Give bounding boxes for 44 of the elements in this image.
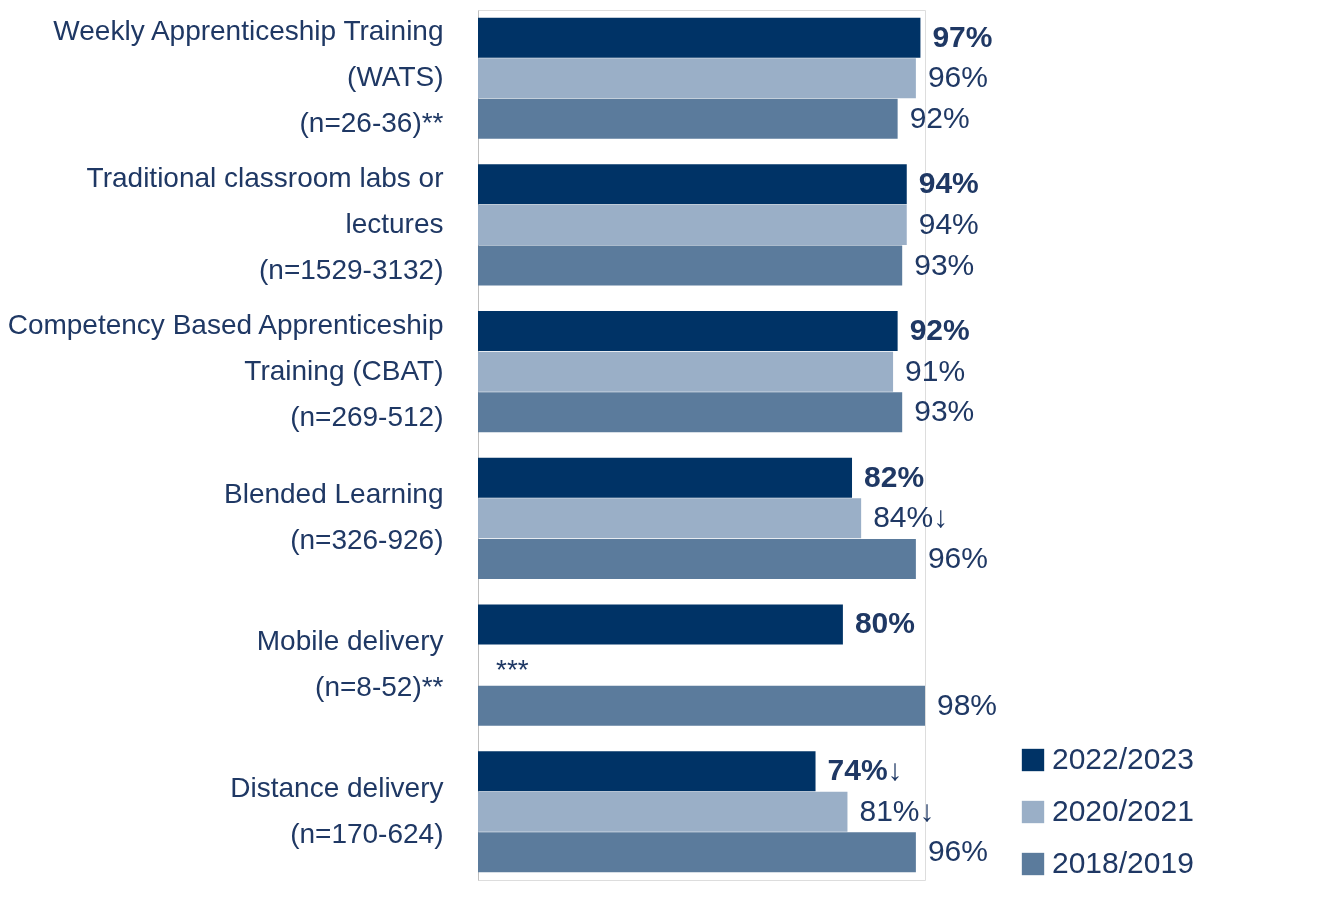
data-label: 80% bbox=[854, 606, 915, 640]
data-label: 74%↓ bbox=[827, 753, 903, 787]
data-label: 92% bbox=[909, 313, 970, 347]
bar bbox=[478, 311, 898, 352]
data-label: 94% bbox=[918, 206, 979, 240]
data-label: 93% bbox=[914, 394, 975, 428]
y-tick-label: Mobile delivery (n=8-52)** bbox=[256, 625, 444, 703]
data-label: 82% bbox=[864, 459, 925, 493]
data-label: 96% bbox=[927, 60, 988, 94]
data-label: 98% bbox=[937, 687, 998, 721]
bar bbox=[478, 538, 916, 579]
y-tick-label: Blended Learning (n=326-926) bbox=[223, 478, 444, 556]
data-label: 91% bbox=[905, 353, 966, 387]
bar bbox=[478, 98, 898, 139]
data-label: 93% bbox=[914, 247, 975, 281]
data-label: 94% bbox=[918, 166, 979, 200]
legend-label: 2022/2023 bbox=[1052, 742, 1194, 775]
data-label: 81%↓ bbox=[859, 793, 935, 827]
bar bbox=[478, 791, 848, 832]
bar bbox=[478, 832, 916, 873]
data-label: 92% bbox=[909, 100, 970, 134]
bar bbox=[478, 204, 907, 245]
bar bbox=[478, 245, 903, 286]
legend-label: 2020/2021 bbox=[1052, 794, 1194, 827]
bar bbox=[478, 604, 843, 645]
data-label: 97% bbox=[932, 19, 993, 53]
annotation: *** bbox=[496, 654, 529, 686]
data-label: 96% bbox=[927, 540, 988, 574]
bar bbox=[478, 58, 916, 99]
bar bbox=[478, 457, 853, 498]
y-tick-label: Distance delivery (n=170-624) bbox=[230, 771, 444, 849]
data-label: 84%↓ bbox=[873, 500, 949, 534]
bar bbox=[478, 751, 816, 792]
bar bbox=[478, 351, 894, 392]
data-label: 96% bbox=[927, 834, 988, 868]
bar bbox=[478, 164, 907, 205]
y-tick-label: Weekly Apprenticeship Training (WATS) (n=26-36)** bbox=[53, 15, 444, 139]
bar bbox=[478, 17, 921, 58]
legend-label: 2018/2019 bbox=[1052, 846, 1194, 879]
bar bbox=[478, 498, 862, 539]
bar bbox=[478, 392, 903, 433]
y-tick-label: Competency Based Apprenticeship Training (CBAT) (n=269-512) bbox=[7, 308, 444, 432]
y-tick-label: Traditional classroom labs or lectures (n=1529-3132) bbox=[86, 161, 444, 285]
bar bbox=[478, 685, 925, 726]
